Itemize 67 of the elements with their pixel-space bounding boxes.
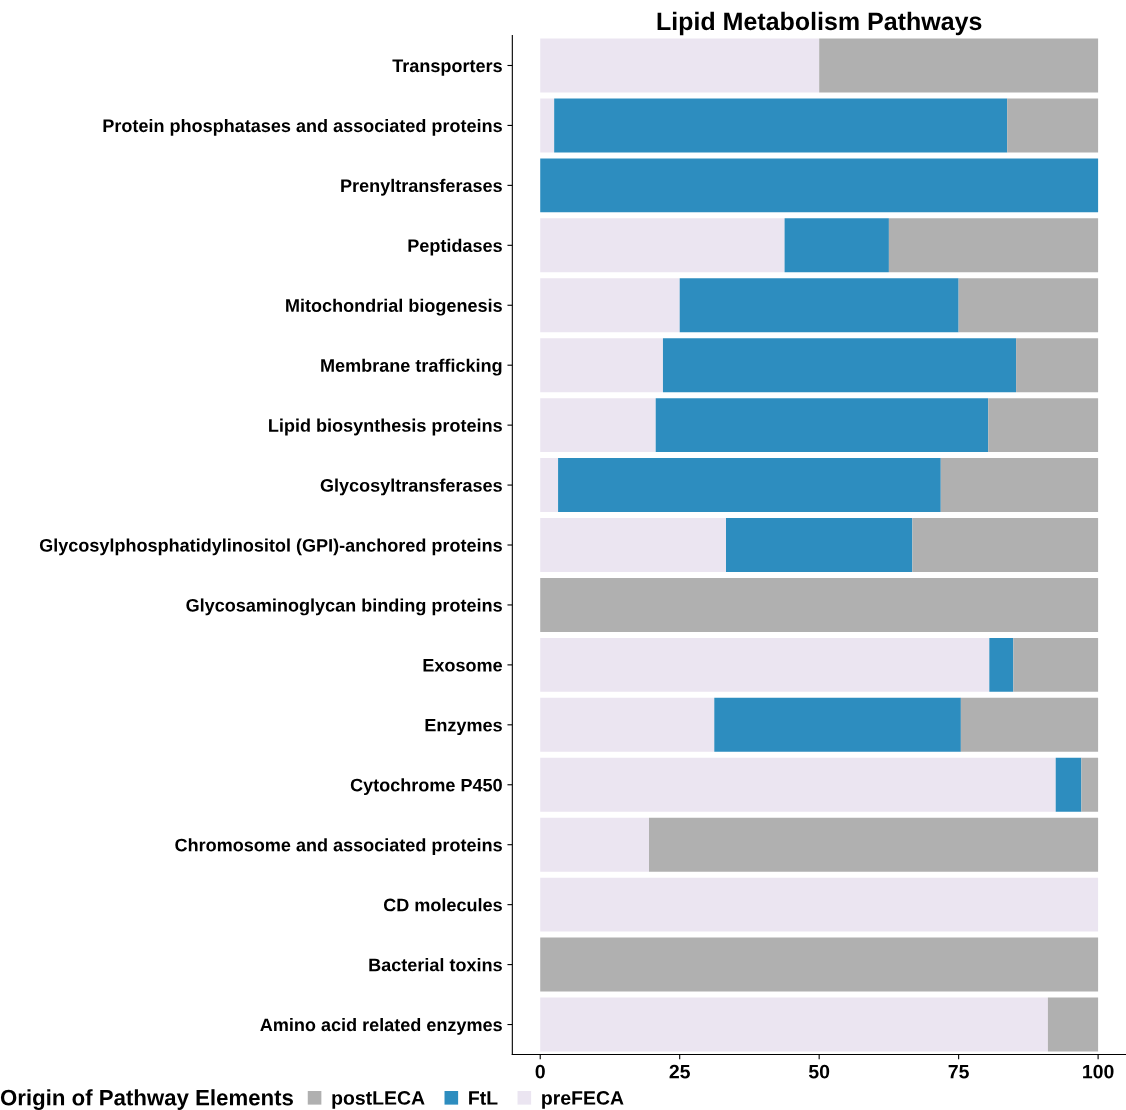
bar (784, 218, 889, 273)
bar (540, 518, 726, 572)
bar (1047, 997, 1099, 1052)
y-tick-label: Enzymes (425, 718, 502, 736)
y-tick-label: Amino acid related enzymes (260, 1017, 502, 1035)
bar (940, 458, 1099, 513)
y-tick-label: Transporters (392, 59, 502, 76)
legend-label: preFECA (542, 1091, 624, 1109)
y-tick-label: Glycosylphosphatidylinositol (GPI)-anchored proteins (39, 538, 502, 556)
bar (912, 518, 1099, 572)
bar (558, 458, 941, 513)
bar (1013, 637, 1099, 692)
y-tick-label: Membrane trafficking (321, 358, 502, 376)
y-tick-label: Lipid biosynthesis proteins (269, 418, 502, 436)
bar (540, 997, 1048, 1052)
bar (540, 757, 1056, 812)
bar (540, 218, 785, 273)
y-tick-label: Prenyltransferases (341, 178, 502, 196)
y-tick-label: Exosome (423, 659, 502, 672)
bar (540, 38, 820, 93)
legend-label: FtL (469, 1091, 498, 1105)
bar (540, 697, 715, 752)
bar (1055, 757, 1082, 812)
x-tick-label: 75 (948, 1064, 969, 1079)
y-tick-label: Cytochrome P450 (350, 778, 502, 796)
bar (540, 158, 1099, 213)
x-tick-label: 25 (669, 1064, 690, 1079)
legend-title: Origin of Pathway Elements (0, 1089, 293, 1110)
bar (540, 98, 555, 153)
bar (888, 218, 1099, 273)
bar (726, 518, 913, 572)
bar (819, 38, 1099, 93)
y-tick-label: Mitochondrial biogenesis (286, 298, 502, 316)
y-tick-label: Glycosyltransferases (320, 478, 502, 496)
bar (540, 398, 656, 453)
bar (540, 278, 680, 333)
chart-title: Lipid Metabolism Pathways (657, 11, 982, 36)
bar (540, 637, 990, 692)
bar (540, 338, 663, 393)
y-tick-label: Glycosaminoglycan binding proteins (186, 598, 502, 616)
bar (540, 877, 1099, 932)
bar (554, 98, 1008, 153)
x-tick-label: 100 (1083, 1064, 1114, 1079)
x-tick-label: 50 (808, 1064, 830, 1079)
bar (540, 577, 1099, 632)
y-tick-label: CD molecules (383, 898, 502, 912)
y-tick-label: Bacterial toxins (369, 958, 502, 972)
bar (988, 398, 1099, 453)
bar (540, 937, 1099, 992)
bar (655, 398, 989, 453)
bar (960, 697, 1099, 752)
bar (1081, 757, 1099, 812)
legend-label: postLECA (332, 1091, 425, 1109)
x-tick-label: 0 (535, 1064, 545, 1079)
bar (679, 278, 959, 333)
bar (958, 278, 1099, 333)
bar (540, 458, 559, 513)
bar (662, 338, 1017, 393)
bar (649, 817, 1099, 872)
y-tick-label: Protein phosphatases and associated proteins (103, 118, 502, 136)
bar (714, 697, 961, 752)
bar (1016, 338, 1099, 393)
bar (540, 817, 650, 872)
bar (1007, 98, 1099, 153)
y-tick-label: Peptidases (408, 238, 502, 256)
bar (989, 637, 1014, 692)
y-tick-label: Chromosome and associated proteins (175, 838, 502, 855)
